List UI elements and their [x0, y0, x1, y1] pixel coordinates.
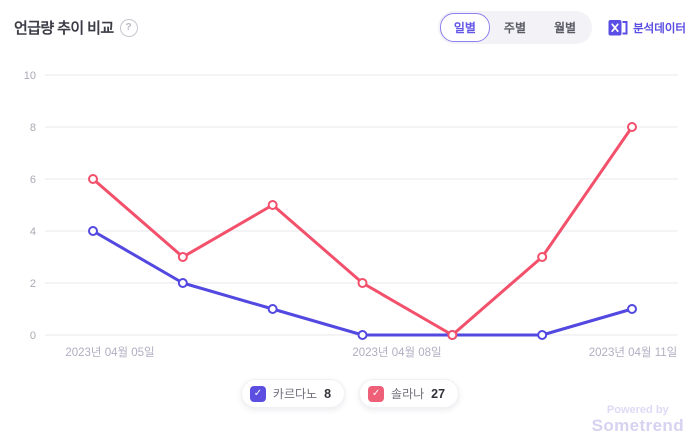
legend-item-1[interactable]: ✓ 솔라나 27 [359, 379, 460, 408]
data-point[interactable] [627, 304, 637, 314]
chart-legend: ✓ 카르다노 8 ✓ 솔라나 27 [0, 379, 700, 408]
data-point[interactable] [357, 330, 368, 340]
legend-total: 8 [324, 386, 332, 401]
data-point[interactable] [537, 330, 548, 340]
x-tick-label: 2023년 04월 08일 [352, 345, 441, 359]
export-analysis-data-button[interactable]: 분석데이터 [608, 19, 686, 37]
legend-label: 솔라나 [391, 387, 425, 401]
tab-period-0[interactable]: 일별 [439, 13, 490, 42]
data-point[interactable] [177, 252, 188, 262]
tab-period-1[interactable]: 주별 [490, 13, 540, 42]
legend-total: 27 [431, 386, 446, 401]
data-point[interactable] [627, 122, 637, 132]
data-point[interactable] [177, 278, 188, 288]
data-point[interactable] [88, 226, 98, 236]
data-point[interactable] [88, 174, 98, 184]
tab-period-2[interactable]: 월별 [540, 13, 590, 42]
checkbox-check-icon[interactable]: ✓ [249, 385, 266, 402]
chart-header: 언급량 추이 비교 ? 일별 주별 월별 분석데이터 [0, 0, 700, 44]
help-icon[interactable]: ? [119, 18, 138, 37]
data-point[interactable] [267, 304, 278, 314]
y-tick-label: 4 [30, 226, 36, 238]
page-title: 언급량 추이 비교 [14, 20, 114, 37]
legend-label: 카르다노 [272, 387, 318, 401]
y-tick-label: 0 [30, 330, 36, 342]
period-tab-group: 일별 주별 월별 [437, 11, 593, 44]
export-label: 분석데이터 [633, 22, 686, 35]
y-tick-label: 10 [24, 70, 36, 82]
sometrend-watermark: Powered by Sometrend [592, 404, 684, 436]
sometrend-logo: Sometrend [591, 416, 684, 435]
data-point[interactable] [447, 330, 458, 340]
legend-item-0[interactable]: ✓ 카르다노 8 [240, 379, 346, 408]
x-tick-label: 2023년 04월 11일 [589, 345, 677, 359]
series-line-1 [88, 122, 637, 340]
data-point[interactable] [357, 278, 368, 288]
y-tick-label: 6 [30, 174, 36, 186]
data-point[interactable] [267, 200, 278, 210]
powered-by-text: Powered by [606, 404, 669, 416]
header-controls: 일별 주별 월별 분석데이터 [437, 11, 686, 44]
x-tick-label: 2023년 04월 05일 [65, 345, 154, 359]
data-point[interactable] [537, 252, 548, 262]
x-axis-labels: 2023년 04월 05일 2023년 04월 08일 2023년 04월 11일 [65, 345, 677, 359]
y-tick-label: 2 [30, 278, 36, 290]
y-tick-label: 8 [30, 122, 36, 134]
excel-icon [608, 19, 628, 37]
checkbox-check-icon[interactable]: ✓ [368, 385, 385, 402]
